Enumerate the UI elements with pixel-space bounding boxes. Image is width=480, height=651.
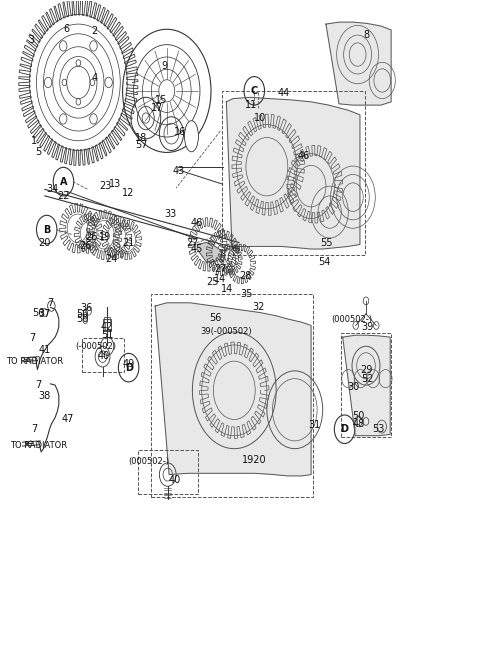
Text: 40: 40: [169, 475, 181, 485]
Text: 57: 57: [135, 141, 147, 150]
Text: 7: 7: [31, 424, 37, 434]
Polygon shape: [155, 303, 311, 476]
Text: 55: 55: [320, 238, 332, 247]
Text: 12: 12: [122, 187, 135, 198]
Text: 27: 27: [214, 264, 227, 274]
Text: 52: 52: [361, 374, 374, 383]
Text: 36: 36: [81, 303, 93, 313]
Polygon shape: [197, 243, 222, 262]
Text: (-000502): (-000502): [75, 342, 117, 351]
Text: 6: 6: [64, 23, 70, 34]
Text: 50: 50: [76, 309, 88, 319]
Text: 26: 26: [79, 242, 92, 251]
Text: 7: 7: [36, 380, 42, 390]
Text: 20: 20: [39, 238, 51, 248]
Text: 19: 19: [99, 232, 111, 242]
Text: 5: 5: [36, 146, 42, 157]
Text: 46: 46: [298, 150, 310, 161]
Text: 21: 21: [122, 238, 135, 248]
Text: 8: 8: [363, 30, 369, 40]
Text: 51: 51: [101, 330, 113, 340]
Text: 45: 45: [191, 244, 203, 254]
Text: 56: 56: [33, 307, 45, 318]
Text: (000502-): (000502-): [332, 314, 372, 324]
Text: 3: 3: [28, 35, 34, 46]
Text: 46: 46: [191, 218, 203, 228]
Text: 50: 50: [352, 411, 365, 421]
Text: B: B: [43, 225, 50, 234]
Text: 26: 26: [85, 232, 97, 242]
Text: 54: 54: [318, 257, 330, 267]
Text: 34: 34: [47, 184, 59, 195]
Bar: [105, 317, 110, 322]
Bar: [138, 450, 198, 494]
Bar: [222, 91, 365, 255]
Text: (000502-): (000502-): [129, 457, 169, 466]
Text: TO RADIATOR: TO RADIATOR: [10, 441, 67, 450]
Bar: [341, 333, 391, 437]
Ellipse shape: [214, 242, 221, 258]
Text: 9: 9: [161, 61, 168, 71]
Text: 24: 24: [105, 254, 117, 264]
Text: 1920: 1920: [242, 455, 266, 465]
Text: 43: 43: [172, 166, 184, 176]
Text: 41: 41: [39, 345, 51, 355]
Text: 2: 2: [92, 25, 98, 36]
Text: 22: 22: [57, 191, 70, 201]
Text: 38: 38: [39, 391, 51, 400]
Text: 37: 37: [39, 309, 51, 320]
Text: 42: 42: [101, 322, 113, 333]
Text: D: D: [125, 363, 132, 372]
Text: 50: 50: [76, 314, 88, 324]
Ellipse shape: [228, 251, 236, 267]
Text: 14: 14: [221, 284, 233, 294]
Text: TO RADIATOR: TO RADIATOR: [6, 357, 63, 366]
Text: 44: 44: [278, 89, 290, 98]
Text: D: D: [341, 424, 348, 434]
Text: 15: 15: [155, 95, 168, 105]
Text: 48: 48: [352, 419, 365, 429]
Text: 14: 14: [214, 274, 227, 284]
Polygon shape: [227, 98, 360, 249]
Polygon shape: [343, 335, 390, 436]
Bar: [151, 294, 313, 497]
Ellipse shape: [225, 248, 232, 264]
Text: 40: 40: [98, 351, 110, 361]
Text: 29: 29: [360, 365, 372, 374]
Polygon shape: [326, 22, 391, 105]
Text: 33: 33: [164, 209, 177, 219]
Text: 23: 23: [99, 181, 111, 191]
Text: 25: 25: [206, 277, 219, 287]
Text: 17: 17: [151, 103, 164, 113]
Text: 35: 35: [240, 290, 253, 299]
Text: 1: 1: [31, 136, 37, 146]
Text: 39(-000502): 39(-000502): [201, 327, 252, 337]
Text: 10: 10: [254, 113, 266, 123]
Text: 28: 28: [239, 271, 251, 281]
Text: 47: 47: [62, 415, 74, 424]
Ellipse shape: [209, 240, 216, 256]
Text: 32: 32: [253, 302, 265, 312]
Text: 4: 4: [92, 73, 98, 83]
Text: 30: 30: [348, 382, 360, 392]
Bar: [82, 339, 124, 372]
Text: 16: 16: [174, 128, 186, 137]
Bar: [104, 319, 111, 331]
Ellipse shape: [184, 120, 198, 152]
Text: 7: 7: [29, 333, 35, 344]
Text: 7: 7: [48, 298, 54, 308]
Text: 31: 31: [309, 420, 321, 430]
Text: 39: 39: [362, 322, 374, 332]
Text: 18: 18: [135, 133, 147, 143]
Text: 49: 49: [122, 359, 135, 369]
Text: A: A: [60, 176, 67, 187]
Text: 53: 53: [372, 424, 385, 434]
Text: 27: 27: [186, 238, 199, 247]
Ellipse shape: [218, 245, 226, 261]
Text: C: C: [251, 86, 258, 96]
Text: 13: 13: [108, 179, 121, 189]
Text: 11: 11: [245, 100, 258, 110]
Text: 56: 56: [209, 312, 222, 323]
